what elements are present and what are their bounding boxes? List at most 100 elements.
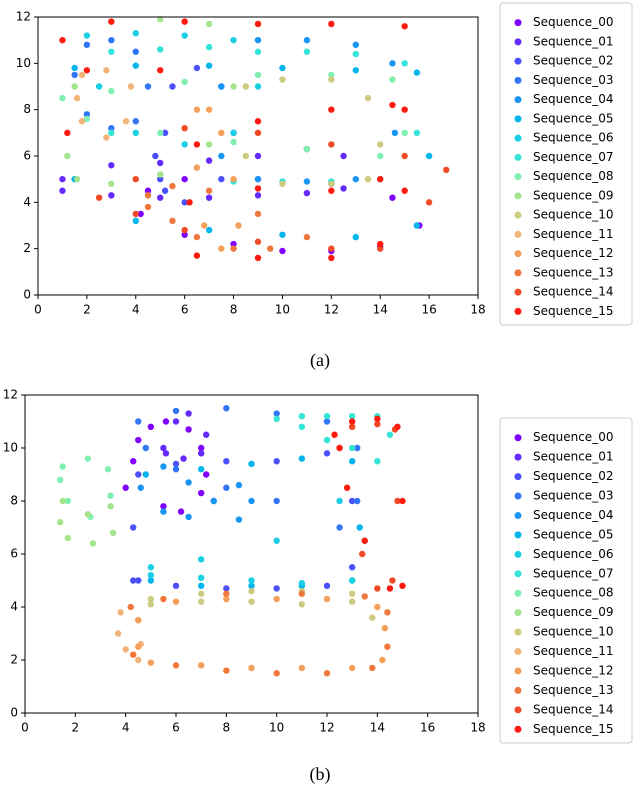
point (193, 252, 201, 259)
point (323, 670, 331, 677)
point (218, 129, 225, 137)
x-tick-label: 6 (172, 721, 180, 735)
point (108, 129, 115, 137)
x-tick-label: 16 (420, 721, 435, 735)
point (223, 458, 230, 465)
point (181, 78, 188, 86)
x-tick-label: 16 (421, 303, 436, 317)
point (331, 431, 338, 438)
point (242, 83, 249, 90)
legend-marker (514, 19, 522, 27)
caption: (a) (310, 350, 330, 371)
point (181, 175, 188, 183)
point (279, 247, 286, 255)
point (248, 587, 255, 595)
point (197, 598, 205, 605)
point (108, 18, 115, 25)
point (205, 62, 213, 69)
legend-label: Sequence_10 (533, 625, 613, 639)
point (132, 210, 139, 218)
point (303, 178, 311, 185)
point (343, 484, 351, 491)
point (185, 513, 192, 521)
legend-marker (514, 134, 522, 142)
point (374, 603, 381, 611)
point (180, 455, 187, 462)
point (336, 524, 343, 531)
point (230, 175, 237, 183)
point (361, 537, 368, 544)
point (64, 534, 71, 542)
point (352, 50, 359, 58)
legend-marker (514, 589, 522, 597)
x-tick-label: 0 (21, 721, 29, 735)
point (303, 189, 311, 197)
point (443, 166, 450, 174)
point (361, 593, 368, 600)
point (298, 601, 306, 608)
legend-marker (514, 686, 522, 694)
point (157, 129, 164, 137)
point (130, 458, 137, 465)
point (254, 36, 262, 44)
point (114, 630, 122, 637)
point (254, 254, 262, 262)
point (374, 458, 381, 465)
point (147, 577, 155, 584)
point (273, 670, 280, 677)
point (279, 76, 286, 83)
point (328, 106, 335, 113)
point (386, 431, 394, 438)
point (205, 157, 213, 164)
legend-marker (514, 453, 522, 461)
legend-label: Sequence_03 (533, 489, 613, 503)
point (107, 492, 114, 499)
legend-marker (514, 492, 522, 500)
point (340, 152, 347, 160)
point (132, 118, 139, 125)
point (135, 643, 142, 650)
point (352, 41, 359, 48)
point (298, 413, 306, 420)
x-tick-label: 10 (269, 721, 284, 735)
point (384, 609, 391, 616)
legend-label: Sequence_14 (533, 285, 613, 299)
point (352, 233, 359, 241)
point (205, 43, 213, 51)
point (108, 87, 115, 95)
legend-marker (514, 269, 522, 277)
point (348, 590, 356, 597)
point (235, 481, 243, 489)
point (73, 94, 81, 102)
legend-marker (514, 648, 522, 656)
point (108, 180, 115, 187)
y-tick-label: 0 (10, 706, 18, 720)
point (254, 192, 262, 199)
point (83, 32, 91, 39)
point (328, 254, 335, 262)
point (401, 60, 408, 67)
point (235, 516, 243, 523)
point (169, 83, 176, 90)
point (135, 471, 142, 478)
point (348, 413, 356, 420)
point (352, 175, 359, 183)
legend-label: Sequence_13 (533, 265, 613, 279)
caption: (b) (310, 764, 331, 785)
point (132, 217, 139, 225)
point (328, 141, 335, 148)
point (328, 71, 335, 79)
y-tick-label: 0 (23, 288, 31, 302)
point (354, 444, 361, 452)
x-tick-label: 12 (324, 303, 339, 317)
point (181, 32, 188, 39)
point (230, 129, 237, 137)
x-tick-label: 14 (370, 721, 385, 735)
point (425, 199, 433, 206)
point (108, 48, 115, 55)
point (354, 497, 361, 505)
point (64, 497, 71, 505)
point (185, 479, 192, 486)
point (157, 46, 164, 53)
point (323, 436, 331, 444)
